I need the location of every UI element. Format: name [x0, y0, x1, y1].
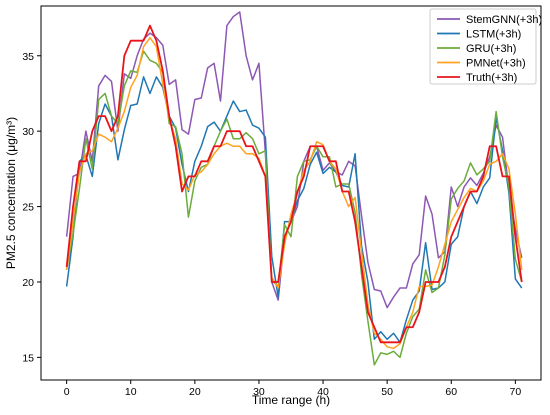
legend-label: LSTM(+3h) — [466, 29, 521, 41]
x-tick-label: 30 — [253, 386, 265, 398]
legend-label: StemGNN(+3h) — [466, 14, 542, 26]
legend: StemGNN(+3h) LSTM(+3h) GRU(+3h) PMNet(+3h) T… — [429, 8, 542, 85]
legend-label: GRU(+3h) — [466, 43, 516, 55]
legend-label: Truth(+3h) — [466, 72, 517, 84]
y-tick-label: 15 — [22, 352, 34, 364]
series-layer — [65, 11, 523, 366]
x-tick-label: 10 — [125, 386, 137, 398]
legend-frame — [429, 8, 537, 85]
y-tick-label: 30 — [22, 126, 34, 138]
y-axis-ticks: 15 20 25 30 35 — [22, 51, 41, 364]
y-tick-label: 35 — [22, 51, 34, 63]
x-tick-label: 60 — [445, 386, 457, 398]
x-axis-ticks: 0 10 20 30 40 50 60 70 — [64, 380, 522, 398]
legend-label: PMNet(+3h) — [466, 58, 526, 70]
x-tick-label: 0 — [64, 386, 70, 398]
y-tick-label: 20 — [22, 277, 34, 289]
x-tick-label: 20 — [189, 386, 201, 398]
y-tick-label: 25 — [22, 202, 34, 214]
x-axis-label: Time range (h) — [252, 393, 330, 407]
x-tick-label: 70 — [510, 386, 522, 398]
series-line-truth-3h — [65, 24, 523, 344]
x-tick-label: 40 — [317, 386, 329, 398]
y-axis-label: PM2.5 concentration (μg/m³) — [4, 117, 18, 269]
x-tick-label: 50 — [381, 386, 393, 398]
